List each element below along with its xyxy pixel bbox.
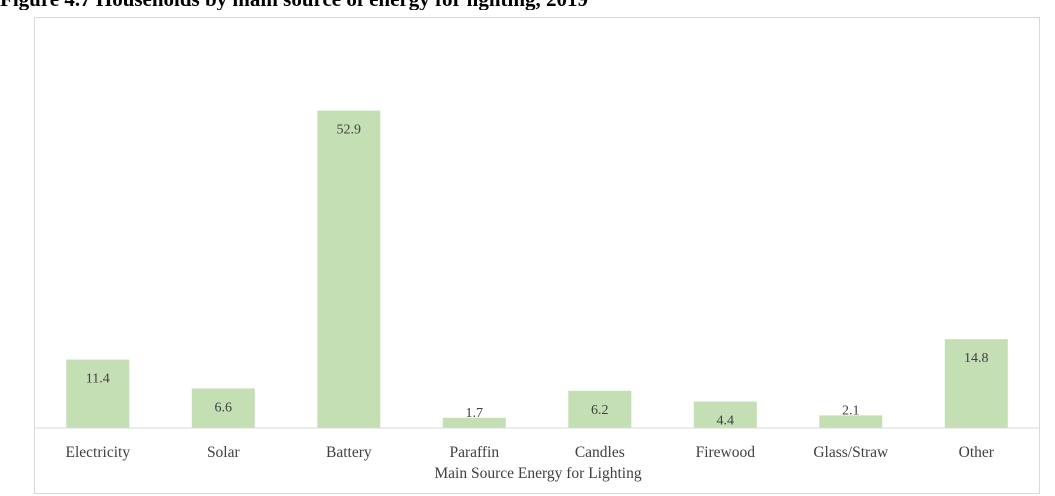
x-tick-label: Other [959,444,995,461]
figure-title: Figure 4.7 Households by main source of … [0,0,1055,10]
bar-paraffin [442,417,506,428]
x-tick-label: Paraffin [449,444,499,461]
x-tick-labels: Electricity Solar Battery Paraffin Candles Fi… [66,444,995,461]
data-label: 2.1 [842,403,860,418]
bars-layer [66,110,1008,428]
data-label: 14.8 [964,351,989,366]
data-label: 1.7 [466,406,484,421]
bar-chart: 11.4 6.6 52.9 1.7 6.2 4.4 2.1 14.8 Electricity S… [35,110,1039,482]
x-tick-label: Candles [575,444,625,461]
bar-other [944,339,1008,428]
data-label: 6.2 [591,403,609,418]
bar-solar [191,388,255,428]
data-label: 4.4 [717,414,735,429]
data-label: 6.6 [215,400,233,415]
x-tick-label: Electricity [66,444,131,461]
x-tick-label: Glass/Straw [813,444,889,461]
x-tick-label: Solar [207,444,241,461]
bar-firewood [693,401,757,428]
bar-candles [568,390,632,428]
x-tick-label: Firewood [696,444,756,461]
bar-glass-straw [819,415,883,428]
bar-electricity [66,359,130,428]
data-labels-layer: 11.4 6.6 52.9 1.7 6.2 4.4 2.1 14.8 [86,123,989,429]
data-label: 52.9 [337,123,362,138]
data-label: 11.4 [86,372,110,387]
bar-battery [317,110,381,428]
chart-area: 11.4 6.6 52.9 1.7 6.2 4.4 2.1 14.8 Electricity S… [34,17,1040,494]
x-axis-title: Main Source Energy for Lighting [434,465,641,482]
x-tick-label: Battery [326,444,372,461]
